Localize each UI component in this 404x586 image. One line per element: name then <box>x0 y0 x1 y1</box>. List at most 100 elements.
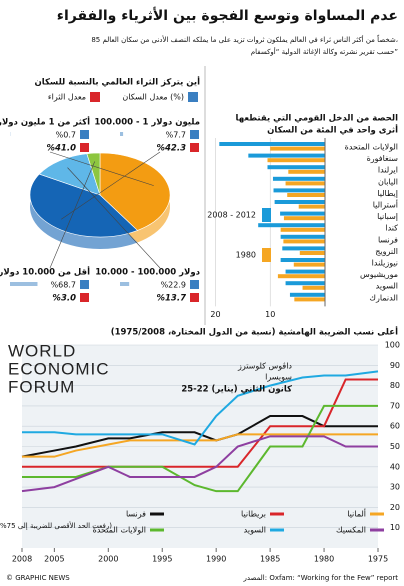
line <box>22 404 378 493</box>
legend-label: 1980 <box>236 251 256 260</box>
legend-label: بريطانيا <box>241 510 266 519</box>
y-tick-label: 100 <box>385 341 400 350</box>
pop-icon <box>80 130 89 139</box>
category-label: أقل من 10.000 دولار <box>0 266 90 278</box>
category-label: ايرلندا <box>378 166 398 175</box>
bar <box>272 176 325 181</box>
bar <box>219 142 325 146</box>
category-label: أستراليا <box>373 200 398 210</box>
wealth-label: %3.0 <box>52 294 76 304</box>
wealth-label: %13.7 <box>157 294 187 304</box>
leader <box>49 151 154 186</box>
wealth-label: %42.3 <box>157 144 187 154</box>
bar <box>294 297 325 302</box>
y-tick-label: 10 <box>390 523 400 532</box>
bar <box>283 239 325 244</box>
pop-icon <box>80 280 89 289</box>
y-tick-label: 70 <box>390 401 400 410</box>
x-tick-label: 1995 <box>152 555 172 564</box>
pop-icon <box>190 130 199 139</box>
pop-label: %7.7 <box>166 131 186 140</box>
x-tick-label: 10 <box>265 310 275 319</box>
line <box>22 370 379 446</box>
category-label: النرويج <box>375 247 398 256</box>
category-label: الدنمارك <box>369 293 398 302</box>
x-tick-label: 1980 <box>314 555 334 564</box>
logo: ECONOMIC <box>8 359 110 378</box>
category-label: الولايات المتحدة <box>345 143 398 152</box>
wealth-icon <box>80 293 89 302</box>
category-label: اليابان <box>378 177 398 186</box>
leader <box>49 161 96 269</box>
bar <box>248 153 325 158</box>
legend-label: ألمانيا <box>347 509 366 519</box>
bar <box>274 200 325 204</box>
category-label: 10.000 - 100.000 دولار <box>95 268 200 278</box>
pop-label: %68.7 <box>51 281 76 290</box>
source: المصدر: Oxfam: “Working for the Few” rep… <box>242 574 398 582</box>
credit: © GRAPHIC NEWS <box>6 574 70 582</box>
logo: FORUM <box>8 377 75 396</box>
category-label: السويد <box>376 282 398 291</box>
x-tick-label: 2000 <box>98 555 118 564</box>
y-tick-label: 20 <box>390 503 400 512</box>
bar-title: الحصة من الدخل القومي التي يقتطعها <box>236 114 399 124</box>
x-tick-label: 2008 <box>12 555 32 564</box>
bar <box>283 216 325 221</box>
logo: WORLD <box>8 341 76 360</box>
legend-label: السويد <box>244 526 266 535</box>
y-tick-label: 40 <box>390 462 400 471</box>
legend-label: معدل السكان (%) <box>122 93 184 102</box>
category-label: إيطاليا <box>377 189 398 199</box>
legend-label: معدل الثراء <box>48 93 86 102</box>
y-tick-label: 50 <box>390 442 400 451</box>
category-label: كندا <box>385 224 398 233</box>
line <box>21 415 378 458</box>
bar <box>302 285 325 290</box>
x-tick-label: 1975 <box>368 555 388 564</box>
category-label: أكثر من 1 مليون دولار <box>0 116 90 128</box>
pop-bar <box>120 132 124 136</box>
legend-icon <box>188 92 198 102</box>
bar <box>285 269 325 274</box>
bar <box>288 169 325 174</box>
bar <box>277 274 325 279</box>
pie-slice <box>86 152 101 196</box>
pop-label: %0.7 <box>56 131 76 140</box>
annotation: سويسرا <box>265 373 292 382</box>
pop-icon <box>190 280 199 289</box>
wealth-icon <box>190 143 199 152</box>
line <box>22 433 378 458</box>
bar <box>280 211 325 216</box>
category-label: نيوزيلندا <box>372 259 398 268</box>
pop-bar <box>10 282 38 286</box>
bar <box>285 181 325 186</box>
bar <box>273 188 325 193</box>
bar <box>280 258 325 262</box>
legend-label: المكسيك <box>336 526 366 535</box>
annotation: (رفعت الحد الأقصى للضريبة إلى 75% في الع… <box>0 521 112 530</box>
title: عدم المساواة وتوسع الفجوة بين الأثرياء و… <box>57 7 398 24</box>
category-label: فرنسا <box>378 235 398 244</box>
bar <box>280 234 325 239</box>
annotation: داڤوس كلوسترز <box>237 362 292 371</box>
pop-bar <box>120 282 130 286</box>
y-tick-label: 30 <box>390 483 400 492</box>
legend-label: الولايات المتحدة <box>93 526 146 535</box>
y-tick-label: 90 <box>390 361 400 370</box>
legend-label: فرنسا <box>126 510 146 519</box>
bar <box>258 223 325 228</box>
line <box>22 378 378 468</box>
x-tick-label: 2005 <box>44 555 64 564</box>
wealth-icon <box>80 143 89 152</box>
pop-label: %22.9 <box>161 281 186 290</box>
x-tick-label: 1990 <box>206 555 226 564</box>
bar-title: أثرى واحد في المئة من السكان <box>267 124 398 136</box>
pie-title: أين يتركز الثراء العالمي بالنسبة للسكان <box>35 76 201 88</box>
category-label: 100.000 - 1 مليون دولار <box>94 118 200 128</box>
subtitle: 85 شخصاً من أكثر الناس ثراء في العالم يم… <box>91 34 398 44</box>
line-title: أعلى نسب الضريبة الهامشية (نسبة من الدول… <box>111 326 398 338</box>
wealth-label: %41.0 <box>47 144 77 154</box>
bar <box>287 193 325 197</box>
